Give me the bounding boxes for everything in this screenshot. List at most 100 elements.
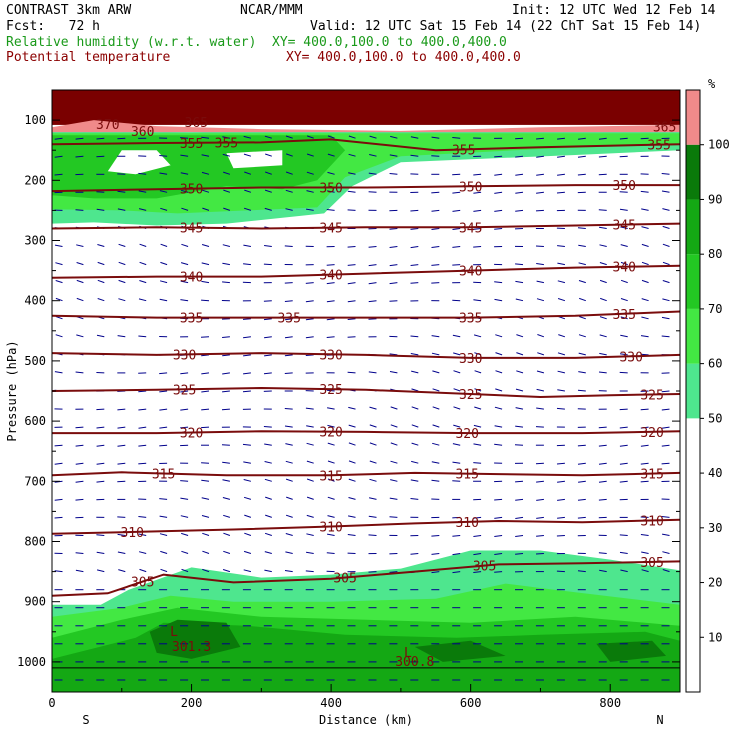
wind-vector: [389, 264, 398, 267]
wind-vector: [284, 245, 293, 247]
wind-vector: [284, 318, 293, 321]
wind-vector: [577, 516, 586, 519]
wind-vector: [327, 171, 335, 175]
wind-vector: [96, 408, 105, 411]
wind-vector: [495, 388, 503, 392]
wind-vector: [599, 316, 607, 320]
wind-vector: [661, 335, 670, 338]
wind-vector: [180, 497, 189, 500]
wind-vector: [96, 569, 105, 573]
wind-vector: [369, 460, 377, 464]
wind-vector: [389, 228, 398, 230]
wind-vector: [160, 550, 168, 554]
wind-vector: [410, 353, 419, 356]
wind-vector: [494, 535, 503, 537]
wind-vector: [264, 354, 272, 357]
wind-vector: [473, 334, 482, 338]
wind-vector: [327, 460, 335, 464]
wind-vector: [515, 173, 524, 176]
theta-contour-label: 355: [647, 139, 670, 154]
wind-vector: [55, 297, 63, 302]
wind-vector: [557, 137, 565, 140]
theta-contour-label: 340: [180, 271, 203, 286]
wind-vector: [139, 568, 147, 573]
theta-contour-label: 320: [180, 427, 203, 442]
wind-vector: [201, 280, 210, 284]
wind-vector: [662, 225, 670, 229]
wind-vector: [411, 406, 419, 410]
wind-vector: [285, 460, 293, 464]
wind-vector: [306, 153, 314, 157]
x-tick-label: 800: [599, 696, 621, 710]
wind-vector: [201, 426, 210, 429]
theta-contour-label: 310: [455, 516, 478, 531]
wind-vector: [117, 190, 126, 193]
wind-vector: [138, 335, 147, 338]
wind-vector: [347, 534, 356, 536]
wind-vector: [263, 426, 272, 428]
wind-vector: [389, 516, 398, 518]
wind-vector: [285, 135, 293, 139]
wind-vector: [202, 532, 210, 536]
wind-vector: [305, 318, 314, 321]
theta-contour-label: 355: [215, 137, 238, 152]
wind-vector: [557, 298, 566, 302]
wind-vector: [180, 390, 189, 393]
wind-vector: [222, 497, 231, 500]
theta-contour-320: [52, 430, 680, 435]
wind-vector: [306, 533, 314, 536]
wind-vector: [389, 154, 398, 157]
wind-vector: [118, 298, 126, 302]
wind-vector: [243, 461, 251, 464]
wind-vector: [431, 479, 440, 482]
theta-contour-label: 335: [180, 312, 203, 327]
wind-vector: [620, 244, 628, 247]
wind-vector: [286, 496, 293, 500]
wind-vector: [96, 334, 105, 338]
wind-vector: [619, 426, 628, 429]
wind-vector: [495, 334, 503, 338]
wind-vector: [75, 371, 84, 374]
theta-contour-label: 315: [640, 468, 663, 483]
x-tick-label: 600: [460, 696, 482, 710]
wind-vector: [369, 424, 377, 428]
wind-vector: [641, 279, 649, 284]
wind-vector: [598, 155, 607, 158]
colorbar-tick-label: 100: [708, 138, 730, 152]
wind-vector: [284, 354, 293, 357]
wind-vector: [180, 189, 189, 193]
rh-fill-layer: [52, 90, 680, 692]
wind-vector: [159, 280, 168, 284]
wind-vector: [286, 153, 293, 157]
wind-vector: [75, 444, 84, 447]
x-axis-title: Distance (km): [319, 713, 413, 727]
wind-vector: [326, 552, 335, 554]
wind-vector: [348, 135, 356, 139]
wind-vector: [536, 407, 544, 410]
wind-vector: [221, 408, 230, 411]
wind-vector: [96, 462, 105, 465]
wind-vector: [641, 569, 649, 573]
x-tick-label: 0: [48, 696, 55, 710]
theta-contour-305: [52, 560, 680, 597]
y-tick-label: 1000: [17, 655, 46, 669]
wind-vector: [619, 444, 628, 447]
wind-vector: [243, 336, 251, 339]
wind-vector: [305, 282, 314, 284]
wind-vector: [159, 155, 168, 157]
wind-vector: [641, 298, 649, 302]
wind-vector: [201, 299, 210, 302]
wind-vector: [431, 335, 440, 338]
wind-vector: [222, 372, 230, 375]
wind-vector: [117, 462, 126, 465]
model-name: CONTRAST 3km ARW: [6, 3, 132, 18]
wind-vector: [348, 172, 356, 175]
wind-vector: [97, 298, 105, 302]
wind-vector: [285, 478, 293, 482]
wind-vector: [264, 532, 272, 536]
theta-contour-355: [52, 138, 680, 152]
wind-vector: [598, 498, 607, 501]
wind-vector: [160, 243, 168, 247]
theta-contour-325: [52, 386, 680, 399]
wind-vector: [139, 261, 147, 266]
